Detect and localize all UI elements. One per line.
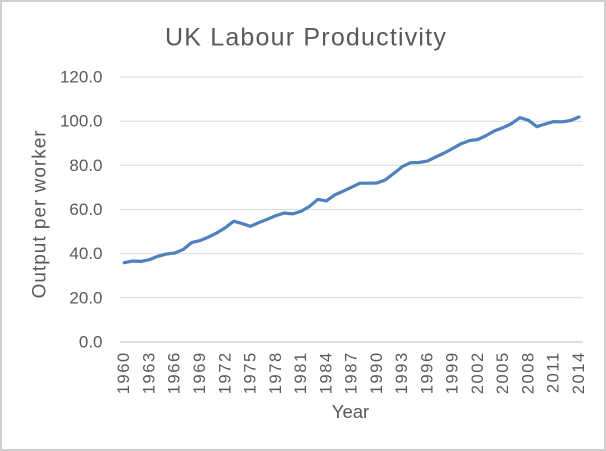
svg-text:Year: Year — [332, 401, 369, 422]
svg-text:Output per worker: Output per worker — [30, 129, 51, 298]
svg-text:1987: 1987 — [343, 351, 361, 394]
svg-text:1966: 1966 — [166, 351, 184, 394]
svg-text:2002: 2002 — [469, 351, 487, 394]
svg-text:2008: 2008 — [520, 351, 538, 394]
svg-text:100.0: 100.0 — [60, 112, 103, 131]
svg-text:60.0: 60.0 — [69, 200, 102, 219]
svg-text:20.0: 20.0 — [69, 288, 102, 307]
svg-text:1981: 1981 — [292, 351, 310, 394]
svg-text:2014: 2014 — [570, 351, 588, 394]
svg-text:1969: 1969 — [191, 351, 209, 394]
svg-text:1993: 1993 — [393, 351, 411, 394]
svg-text:40.0: 40.0 — [69, 244, 102, 263]
svg-text:1999: 1999 — [444, 351, 462, 394]
svg-text:2011: 2011 — [545, 351, 563, 393]
svg-text:1990: 1990 — [368, 351, 386, 394]
svg-text:1960: 1960 — [115, 351, 133, 394]
svg-text:2005: 2005 — [494, 351, 512, 394]
svg-text:120.0: 120.0 — [60, 68, 103, 87]
svg-text:0.0: 0.0 — [79, 333, 103, 352]
svg-text:1975: 1975 — [242, 351, 260, 394]
svg-text:1996: 1996 — [418, 351, 436, 394]
svg-text:1984: 1984 — [317, 351, 335, 394]
svg-text:1978: 1978 — [267, 351, 285, 394]
svg-text:80.0: 80.0 — [69, 156, 102, 175]
svg-text:UK Labour Productivity: UK Labour Productivity — [165, 24, 447, 52]
svg-text:1972: 1972 — [216, 351, 234, 394]
svg-text:1963: 1963 — [141, 351, 159, 394]
